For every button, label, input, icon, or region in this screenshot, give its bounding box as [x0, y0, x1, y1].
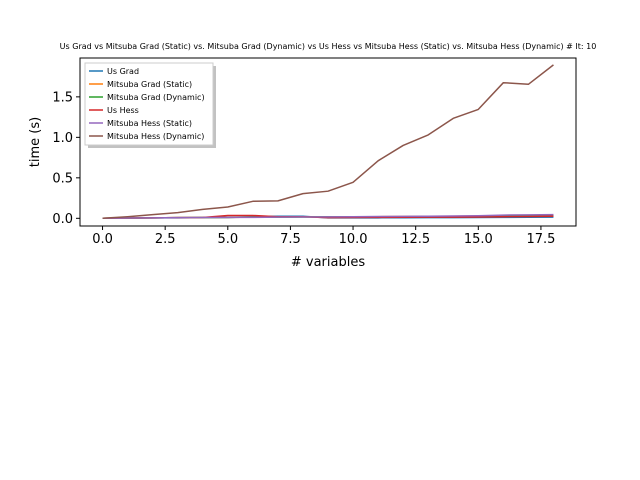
legend-label: Us Hess	[107, 106, 139, 115]
legend-label: Mitsuba Grad (Dynamic)	[107, 93, 205, 102]
y-tick-label: 1.5	[52, 90, 73, 105]
x-tick-label: 2.5	[155, 232, 176, 247]
x-tick-label: 12.5	[401, 232, 430, 247]
y-axis-label: time (s)	[28, 117, 43, 167]
x-tick-label: 15.0	[464, 232, 493, 247]
y-tick-label: 0.5	[52, 171, 73, 186]
legend-box	[84, 62, 214, 146]
x-tick-label: 17.5	[526, 232, 555, 247]
y-tick-label: 0.0	[52, 212, 73, 227]
x-tick-label: 10.0	[339, 232, 368, 247]
x-tick-label: 0.0	[92, 232, 113, 247]
series-line-mitsuba-hess-static	[102, 213, 554, 220]
legend-label: Mitsuba Grad (Static)	[107, 80, 192, 89]
series-line-mitsuba-hess-dynamic	[102, 64, 554, 220]
chart-title: Us Grad vs Mitsuba Grad (Static) vs. Mit…	[60, 42, 597, 51]
legend: Us Grad Mitsuba Grad (Static) Mitsuba Grad…	[84, 62, 216, 148]
legend-label: Mitsuba Hess (Dynamic)	[107, 132, 204, 141]
plot-area	[102, 64, 554, 220]
x-axis-label: # variables	[291, 255, 365, 270]
y-tick-label: 1.0	[52, 131, 73, 146]
x-axis-ticks: 0.0 2.5 5.0 7.5 10.0 12.5 15.0 17.5	[92, 226, 555, 247]
legend-label: Us Grad	[107, 67, 139, 76]
plot-frame	[79, 57, 577, 227]
legend-label: Mitsuba Hess (Static)	[107, 119, 192, 128]
x-tick-label: 5.0	[217, 232, 238, 247]
x-tick-label: 7.5	[280, 232, 301, 247]
y-axis-ticks: 0.0 0.5 1.0 1.5	[52, 90, 80, 227]
